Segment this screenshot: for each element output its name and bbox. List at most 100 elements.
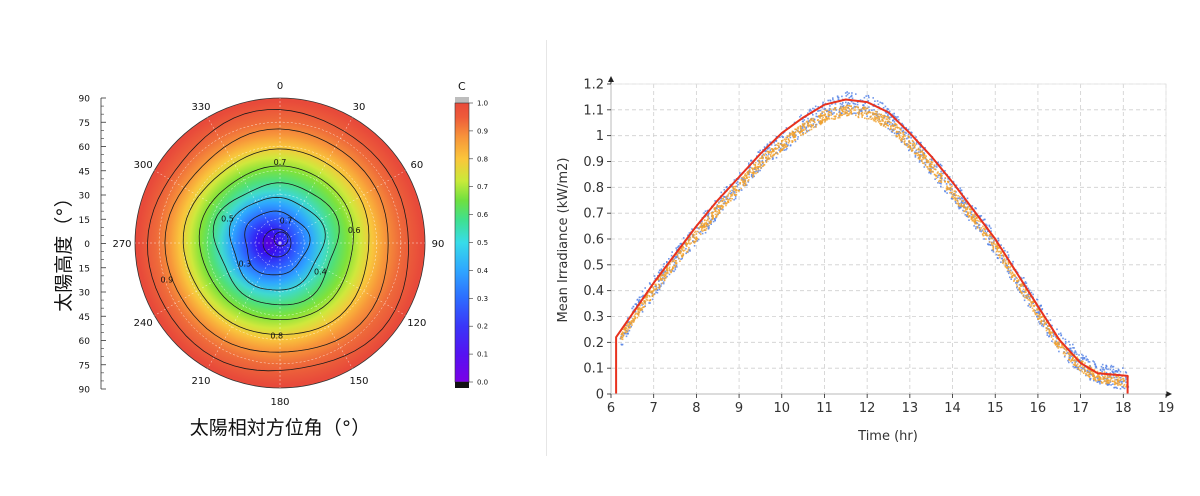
scatter-point-orange (974, 222, 976, 225)
scatter-point-orange (794, 134, 797, 137)
scatter-point-blue (704, 210, 707, 212)
scatter-point-blue (886, 122, 889, 124)
scatter-point-blue (1081, 367, 1084, 370)
scatter-point-orange (637, 310, 639, 313)
scatter-point-orange (1082, 372, 1085, 374)
scatter-point-blue (856, 101, 859, 103)
scatter-point-orange (848, 107, 850, 110)
scatter-point-orange (997, 247, 1000, 249)
y-tick-label: 0.4 (583, 284, 604, 299)
scatter-point-orange (1011, 276, 1014, 278)
scatter-point-blue (987, 243, 990, 246)
scatter-point-orange (670, 271, 672, 274)
scatter-point-blue (815, 112, 818, 115)
scatter-point-orange (1098, 379, 1100, 381)
scatter-point-orange (655, 287, 658, 289)
scatter-point-blue (819, 109, 822, 112)
contour-label: 0.6 (348, 226, 361, 235)
scatter-point-orange (626, 330, 628, 333)
scatter-point-orange (718, 209, 721, 212)
x-tick-label: 15 (987, 401, 1004, 416)
contour-lines (147, 109, 409, 372)
scatter-point-orange (661, 282, 664, 284)
scatter-point-blue (714, 200, 716, 202)
scatter-point-orange (951, 194, 954, 196)
scatter-point-blue (838, 111, 840, 114)
scatter-point-blue (687, 234, 689, 237)
scatter-point-orange (627, 324, 629, 326)
scatter-point-orange (626, 322, 629, 324)
scatter-point-orange (705, 223, 707, 225)
scatter-point-blue (653, 275, 656, 277)
scatter-point-orange (970, 218, 973, 221)
scatter-point-orange (827, 117, 829, 120)
scatter-point-orange (678, 250, 680, 253)
colorbar-tick-label: 0.2 (477, 323, 488, 331)
scatter-point-orange (749, 171, 752, 173)
scatter-point-blue (887, 108, 890, 111)
contour-label: 0.5 (221, 214, 234, 223)
scatter-point-blue (768, 147, 771, 149)
scatter-point-orange (1022, 294, 1024, 297)
scatter-point-orange (639, 309, 642, 311)
scatter-point-orange (1021, 292, 1023, 295)
scatter-point-orange (1074, 359, 1076, 361)
scatter-point-blue (1004, 249, 1006, 252)
irradiance-scatter-panel: 6 7 8 9 10 11 12 13 14 15 16 17 18 19 00.10.20.30.40.… (556, 76, 1174, 444)
scatter-point-blue (753, 175, 755, 178)
scatter-point-orange (1068, 352, 1071, 354)
scatter-point-orange (731, 193, 734, 196)
scatter-point-blue (876, 113, 879, 115)
colorbar-title: C (458, 80, 466, 93)
scatter-point-blue (663, 271, 666, 273)
scatter-point-orange (1084, 370, 1086, 372)
scatter-point-blue (949, 183, 951, 185)
angle-tick-label: 180 (270, 397, 289, 408)
scatter-point-blue (904, 131, 906, 134)
scatter-point-orange (932, 171, 934, 173)
scatter-point-orange (1037, 318, 1039, 320)
scatter-point-orange (699, 233, 702, 236)
scatter-point-blue (901, 122, 903, 125)
scatter-point-blue (660, 283, 663, 285)
scatter-point-orange (880, 124, 882, 126)
scatter-point-orange (999, 250, 1001, 253)
scatter-point-orange (630, 322, 632, 324)
scatter-point-blue (814, 105, 817, 108)
scatter-point-blue (775, 156, 778, 159)
scatter-point-blue (1125, 381, 1127, 384)
scatter-point-orange (839, 116, 841, 119)
scatter-point-orange (832, 108, 835, 111)
x-tick-label: 12 (859, 401, 876, 416)
scatter-point-orange (803, 126, 806, 128)
contour-label: 0.4 (314, 267, 327, 276)
scatter-point-orange (844, 107, 847, 109)
scatter-point-blue (676, 246, 679, 249)
scatter-point-orange (634, 313, 636, 316)
scatter-point-orange (715, 215, 718, 217)
scatter-point-blue (1006, 264, 1008, 267)
scatter-point-orange (862, 108, 865, 110)
scatter-point-blue (771, 158, 774, 160)
scatter-point-blue (976, 222, 979, 224)
scatter-point-orange (823, 114, 825, 116)
scatter-point-orange (815, 124, 817, 126)
scatter-point-blue (812, 107, 814, 110)
scatter-point-orange (866, 113, 868, 115)
scatter-point-blue (674, 261, 676, 264)
scatter-point-blue (756, 160, 759, 162)
scatter-point-orange (712, 216, 714, 218)
scatter-point-orange (1058, 343, 1060, 345)
scatter-point-blue (983, 238, 985, 240)
scatter-point-orange (1047, 325, 1050, 327)
scatter-point-orange (961, 205, 964, 207)
scatter-point-blue (960, 202, 963, 204)
scatter-point-orange (645, 298, 648, 301)
scatter-point-orange (961, 200, 964, 202)
scatter-point-blue (912, 147, 915, 149)
scatter-point-blue (1000, 254, 1003, 257)
scatter-point-blue (732, 190, 735, 193)
scatter-point-blue (750, 160, 752, 162)
